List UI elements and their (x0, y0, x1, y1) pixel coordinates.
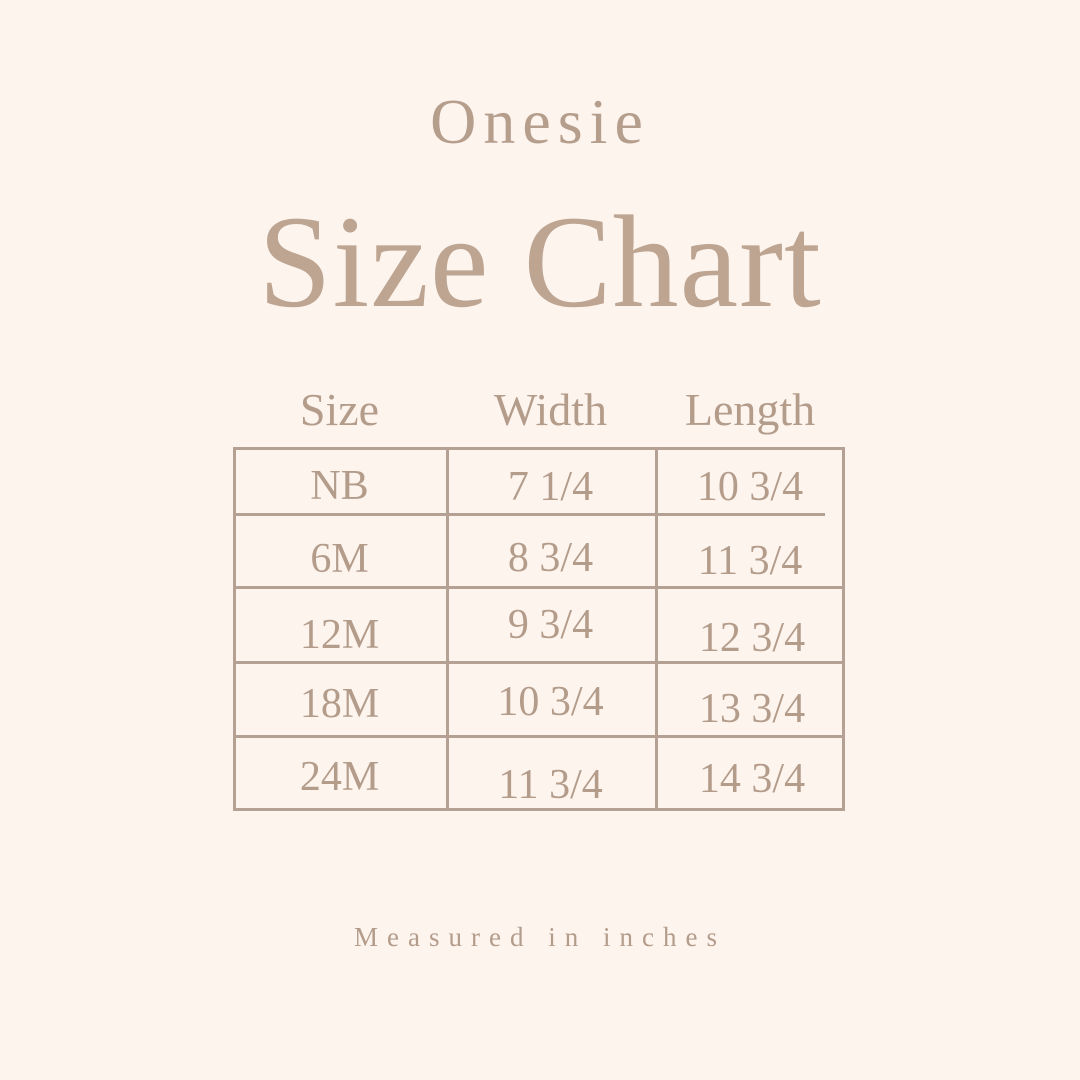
table-row: 6M (233, 538, 446, 580)
cell-size: 24M (299, 754, 380, 800)
cell-width: 10 3/4 (497, 679, 604, 725)
cell-length: 13 3/4 (698, 686, 806, 732)
table-rule-2 (233, 586, 845, 589)
cell-size: 18M (299, 681, 380, 727)
cell-size: 6M (310, 536, 369, 582)
size-table: NB 7 1/4 10 3/4 6M 8 3/4 11 3/4 12M 9 3/… (233, 447, 845, 811)
table-rule-3 (233, 661, 845, 664)
table-row: 13 3/4 (657, 688, 847, 730)
table-rule-top (233, 447, 843, 450)
table-divider-col-1 (446, 447, 449, 811)
table-row: NB (233, 465, 446, 507)
table-rule-4 (233, 735, 845, 738)
cell-length: 12 3/4 (698, 615, 806, 661)
table-row: 12M (233, 614, 446, 656)
table-row: 14 3/4 (657, 758, 847, 800)
table-row: 12 3/4 (657, 617, 847, 659)
cell-length: 14 3/4 (698, 756, 806, 802)
table-row: 18M (233, 683, 446, 725)
cell-length: 10 3/4 (696, 464, 804, 510)
table-rule-bottom (233, 808, 845, 811)
table-border-left (233, 447, 236, 811)
cell-width: 8 3/4 (507, 535, 594, 581)
column-header-size: Size (299, 384, 380, 435)
cell-width: 7 1/4 (507, 464, 594, 510)
cell-size: 12M (299, 612, 380, 658)
cell-size: NB (310, 463, 369, 509)
table-row: 24M (233, 756, 446, 798)
footer-note: Measured in inches (354, 922, 726, 952)
cell-width: 9 3/4 (507, 602, 594, 648)
column-header-width: Width (493, 384, 608, 435)
table-column-headers: Size Width Length (233, 381, 845, 439)
eyebrow-title: Onesie (430, 86, 650, 157)
page-title: Size Chart (258, 188, 822, 335)
table-row: 10 3/4 (655, 466, 845, 508)
table-row: 11 3/4 (446, 764, 655, 806)
table-border-right (842, 447, 845, 811)
cell-length: 11 3/4 (697, 538, 803, 584)
table-rule-1 (233, 513, 825, 516)
table-row: 9 3/4 (446, 604, 655, 646)
table-divider-col-2 (655, 447, 658, 811)
table-row: 10 3/4 (446, 681, 655, 723)
table-row: 8 3/4 (446, 537, 655, 579)
table-row: 7 1/4 (446, 466, 655, 508)
table-row: 11 3/4 (655, 540, 845, 582)
column-header-length: Length (684, 384, 816, 435)
cell-width: 11 3/4 (498, 762, 603, 808)
